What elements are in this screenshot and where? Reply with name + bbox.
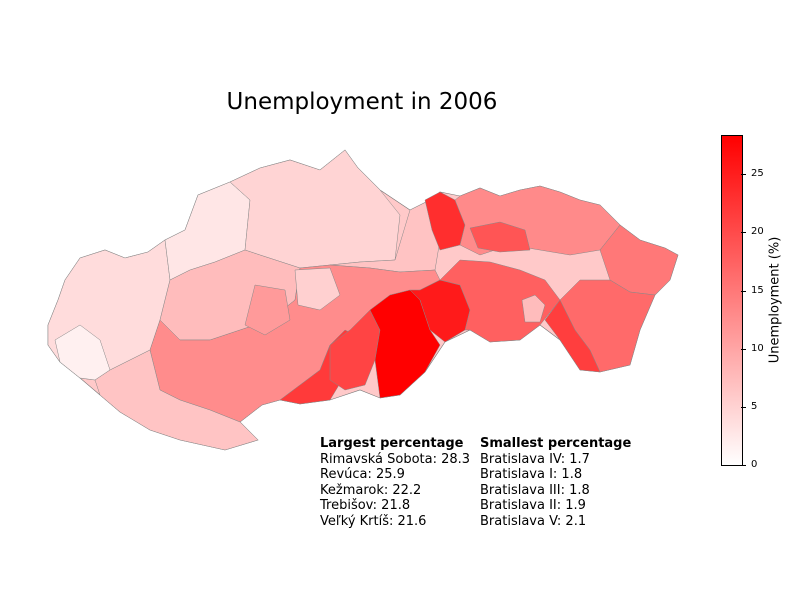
region-rimavska-sobota [369, 289, 441, 399]
region-zvolen [294, 267, 341, 311]
colorbar-tick [741, 174, 746, 176]
largest-item: Rimavská Sobota: 28.3 [320, 451, 471, 467]
map-title: Unemployment in 2006 [226, 89, 498, 115]
largest-item: Revúca: 25.9 [320, 467, 405, 482]
region-presov [469, 221, 531, 253]
colorbar-tick [741, 348, 746, 350]
colorbar-tick [741, 232, 746, 234]
colorbar-tick [741, 465, 746, 466]
colorbar [721, 135, 743, 466]
smallest-heading: Smallest percentage [480, 436, 632, 451]
smallest-item: Bratislava III: 1.8 [480, 482, 590, 498]
largest-item: Veľký Krtíš: 21.6 [320, 513, 427, 529]
smallest-item: Bratislava II: 1.9 [480, 498, 586, 513]
colorbar-tick-label: 25 [751, 168, 764, 180]
colorbar-tick [741, 290, 746, 292]
region-kosice-city [521, 294, 546, 323]
region-north [229, 149, 401, 269]
region-trebisov [544, 299, 601, 373]
smallest-item: Bratislava IV: 1.7 [480, 451, 590, 467]
colorbar-tick-label: 20 [751, 226, 764, 238]
largest-heading: Largest percentage [320, 436, 464, 451]
colorbar-tick-label: 0 [751, 459, 758, 470]
largest-item: Kežmarok: 22.2 [320, 482, 422, 498]
colorbar-tick-label: 10 [751, 342, 764, 354]
colorbar-tick-label: 5 [751, 400, 758, 412]
colorbar-tick [741, 406, 746, 408]
largest-item: Trebišov: 21.8 [320, 498, 411, 513]
colorbar-label: Unemployment (%) [767, 236, 783, 364]
smallest-percentage-list: Smallest percentage Bratislava IV: 1.7 B… [480, 436, 631, 529]
colorbar-tick-label: 15 [751, 284, 764, 296]
smallest-item: Bratislava V: 2.1 [480, 513, 587, 529]
smallest-item: Bratislava I: 1.8 [480, 467, 583, 482]
region-southwest [94, 349, 259, 451]
largest-percentage-list: Largest percentage Rimavská Sobota: 28.3… [320, 436, 470, 529]
region-inner-districts [244, 284, 291, 336]
